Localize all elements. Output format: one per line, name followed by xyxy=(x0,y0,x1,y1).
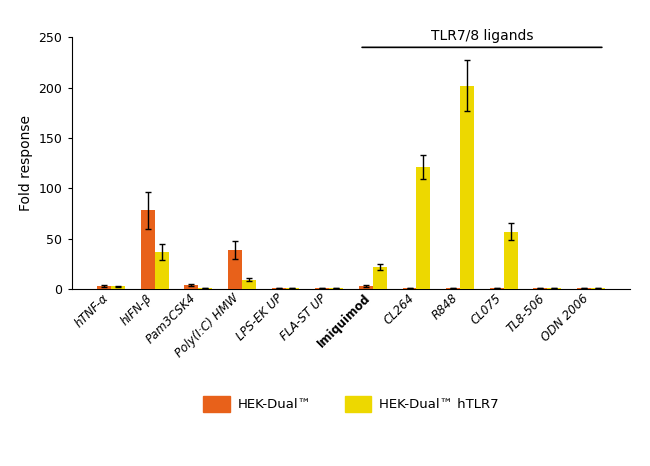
Bar xyxy=(417,167,430,289)
Bar xyxy=(140,211,155,289)
Bar xyxy=(490,288,504,289)
Bar xyxy=(402,288,417,289)
Bar xyxy=(242,280,256,289)
Bar xyxy=(155,252,168,289)
Bar xyxy=(359,286,373,289)
Bar xyxy=(534,288,547,289)
Bar xyxy=(97,287,111,289)
Bar xyxy=(198,288,212,289)
Text: TLR7/8 ligands: TLR7/8 ligands xyxy=(431,29,533,43)
Bar xyxy=(285,288,300,289)
Bar xyxy=(591,288,605,289)
Bar xyxy=(373,267,387,289)
Bar xyxy=(329,288,343,289)
Bar xyxy=(272,288,285,289)
Bar xyxy=(228,250,242,289)
Bar xyxy=(547,288,562,289)
Bar xyxy=(111,287,125,289)
Bar xyxy=(460,86,474,289)
Bar xyxy=(446,288,460,289)
Bar xyxy=(315,288,329,289)
Legend: HEK-Dual™, HEK-Dual™ hTLR7: HEK-Dual™, HEK-Dual™ hTLR7 xyxy=(198,391,504,417)
Y-axis label: Fold response: Fold response xyxy=(19,115,33,211)
Bar xyxy=(184,285,198,289)
Bar xyxy=(504,232,518,289)
Bar xyxy=(577,288,591,289)
